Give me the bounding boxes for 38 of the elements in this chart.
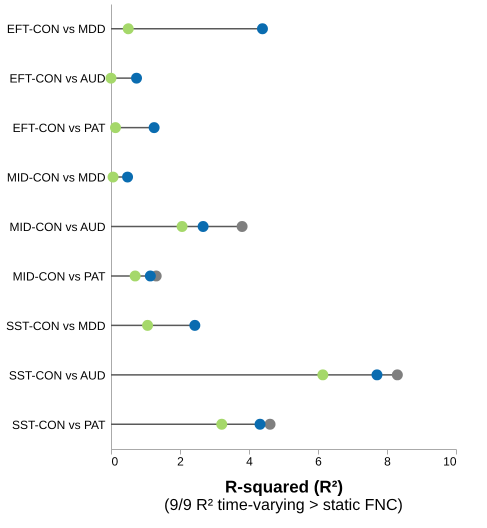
x-tick-label: 10	[443, 454, 457, 468]
y-tick-label: EFT-CON vs MDD	[6, 22, 106, 36]
point	[110, 122, 121, 134]
point	[144, 270, 156, 282]
y-tick-label: MID-CON vs MDD	[6, 170, 106, 185]
point	[236, 221, 248, 232]
point	[198, 221, 209, 232]
point	[108, 172, 119, 183]
y-tick-label: MID-CON vs AUD	[10, 220, 106, 234]
point	[142, 320, 154, 331]
point	[392, 369, 403, 380]
point	[256, 23, 268, 34]
point	[189, 320, 200, 331]
y-tick-label: EFT-CON vs PAT	[12, 121, 106, 136]
point	[106, 72, 116, 84]
x-tick-label: 4	[246, 454, 254, 468]
point	[254, 418, 266, 430]
x-axis-title: R-squared (R²)	[224, 478, 344, 496]
point	[122, 172, 134, 183]
text: (9/9 R² time-varying > static FNC)	[164, 497, 403, 514]
y-tick-label: SST-CON vs MDD	[6, 318, 106, 333]
x-tick-label: 8	[384, 454, 392, 468]
x-tick-label: 6	[315, 454, 322, 468]
x-tick-label: 2	[177, 454, 184, 468]
point	[176, 221, 188, 232]
point	[131, 72, 142, 84]
y-tick-label: SST-CON vs PAT	[12, 418, 106, 432]
point	[122, 23, 134, 34]
x-tick-label: 0	[112, 454, 118, 468]
point	[216, 418, 228, 430]
point	[372, 369, 382, 380]
point	[130, 270, 141, 282]
point	[264, 418, 276, 430]
y-tick-label: MID-CON vs PAT	[12, 269, 106, 284]
point	[148, 122, 160, 134]
point	[317, 369, 328, 380]
y-tick-label: SST-CON vs AUD	[8, 368, 106, 382]
y-tick-label: EFT-CON vs AUD	[9, 72, 106, 86]
